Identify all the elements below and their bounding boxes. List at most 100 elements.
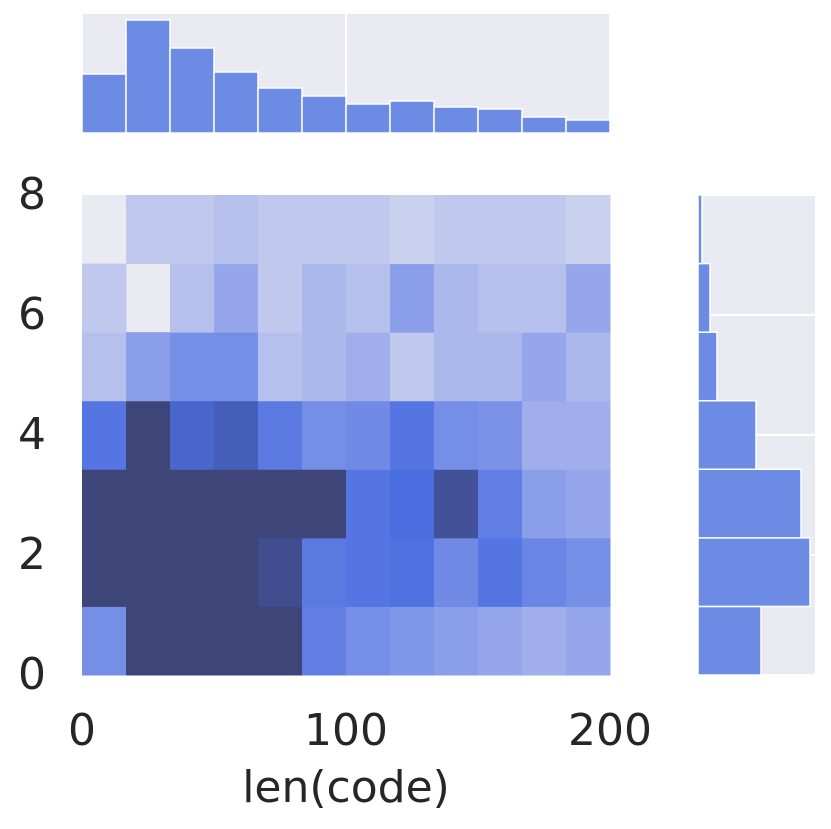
heat-cell — [478, 263, 523, 333]
bar — [697, 537, 811, 608]
heat-cell — [478, 195, 523, 265]
heat-cell — [390, 400, 435, 470]
heat-cell — [565, 400, 611, 470]
heat-cell — [214, 195, 259, 265]
bar — [345, 103, 391, 134]
bar — [213, 71, 259, 134]
heat-cell — [433, 537, 479, 607]
bar — [697, 331, 718, 402]
heat-cell — [522, 263, 567, 333]
heat-cell — [346, 537, 391, 607]
heat-cell — [390, 606, 435, 676]
heat-cell — [169, 195, 215, 265]
heat-cell — [214, 537, 259, 607]
heat-cell — [214, 606, 259, 676]
heat-cell — [565, 469, 611, 539]
heat-cell — [214, 332, 259, 402]
heat-cell — [346, 195, 391, 265]
heat-cell — [82, 263, 127, 333]
heat-cell — [346, 606, 391, 676]
heat-cell — [478, 332, 523, 402]
x-axis-label: len(code) — [242, 762, 450, 813]
heat-cell — [258, 537, 303, 607]
heat-cell — [126, 195, 171, 265]
heat-cell — [433, 263, 479, 333]
bar — [125, 19, 171, 134]
heat-cell — [301, 195, 347, 265]
heat-cell — [82, 332, 127, 402]
heat-cell — [169, 469, 215, 539]
heat-cell — [214, 263, 259, 333]
heat-cell — [522, 537, 567, 607]
heat-cell — [258, 469, 303, 539]
heat-cell — [346, 263, 391, 333]
y-tick-label: 8 — [18, 169, 46, 220]
bar — [169, 47, 215, 134]
heat-cell — [390, 195, 435, 265]
heat-cell — [522, 195, 567, 265]
heat-cell — [433, 606, 479, 676]
heat-cell — [565, 263, 611, 333]
bar — [433, 106, 479, 134]
bar — [697, 605, 762, 676]
heat-cell — [126, 537, 171, 607]
y-tick-label: 2 — [18, 529, 46, 580]
heat-cell — [126, 606, 171, 676]
bar — [81, 73, 127, 134]
heat-cell — [82, 537, 127, 607]
heat-cell — [258, 400, 303, 470]
heat-cell — [258, 195, 303, 265]
heat-cell — [258, 263, 303, 333]
y-tick-label: 0 — [18, 649, 46, 700]
heat-cell — [390, 263, 435, 333]
bar — [477, 108, 523, 134]
heat-cell — [565, 332, 611, 402]
heat-cell — [522, 332, 567, 402]
heat-cell — [390, 469, 435, 539]
heat-cell — [169, 263, 215, 333]
heat-cell — [169, 537, 215, 607]
bar — [697, 194, 703, 265]
bar — [697, 399, 757, 471]
heat-cell — [258, 332, 303, 402]
heat-cell — [169, 332, 215, 402]
heat-cell — [390, 332, 435, 402]
bar — [301, 95, 347, 134]
heat-cell — [126, 469, 171, 539]
heat-cell — [433, 400, 479, 470]
heat-cell — [478, 606, 523, 676]
heat-cell — [82, 469, 127, 539]
heat-cell — [301, 537, 347, 607]
heat-cell — [126, 400, 171, 470]
heat-cell — [301, 606, 347, 676]
heat-cell — [522, 469, 567, 539]
heat-cell — [522, 400, 567, 470]
heat-cell — [478, 400, 523, 470]
heat-cell — [301, 332, 347, 402]
heat-cell — [478, 537, 523, 607]
heat-cell — [390, 537, 435, 607]
bar — [257, 87, 303, 134]
bar — [697, 262, 711, 333]
bar — [389, 100, 435, 134]
bar — [565, 119, 611, 134]
x-tick-label: 200 — [568, 705, 652, 756]
y-tick-label: 4 — [18, 409, 46, 460]
heat-cell — [433, 195, 479, 265]
heat-cell — [301, 469, 347, 539]
heat-cell — [565, 195, 611, 265]
heat-cell — [82, 400, 127, 470]
heat-cell — [301, 263, 347, 333]
heat-cell — [214, 469, 259, 539]
heat-cell — [301, 400, 347, 470]
x-tick-label: 100 — [304, 705, 388, 756]
heat-cell — [346, 332, 391, 402]
heat-cell — [433, 469, 479, 539]
heat-cell — [346, 469, 391, 539]
heat-cell — [565, 606, 611, 676]
y-tick-label: 6 — [18, 289, 46, 340]
heat-cell — [169, 606, 215, 676]
heat-cell — [478, 469, 523, 539]
heat-cell — [522, 606, 567, 676]
